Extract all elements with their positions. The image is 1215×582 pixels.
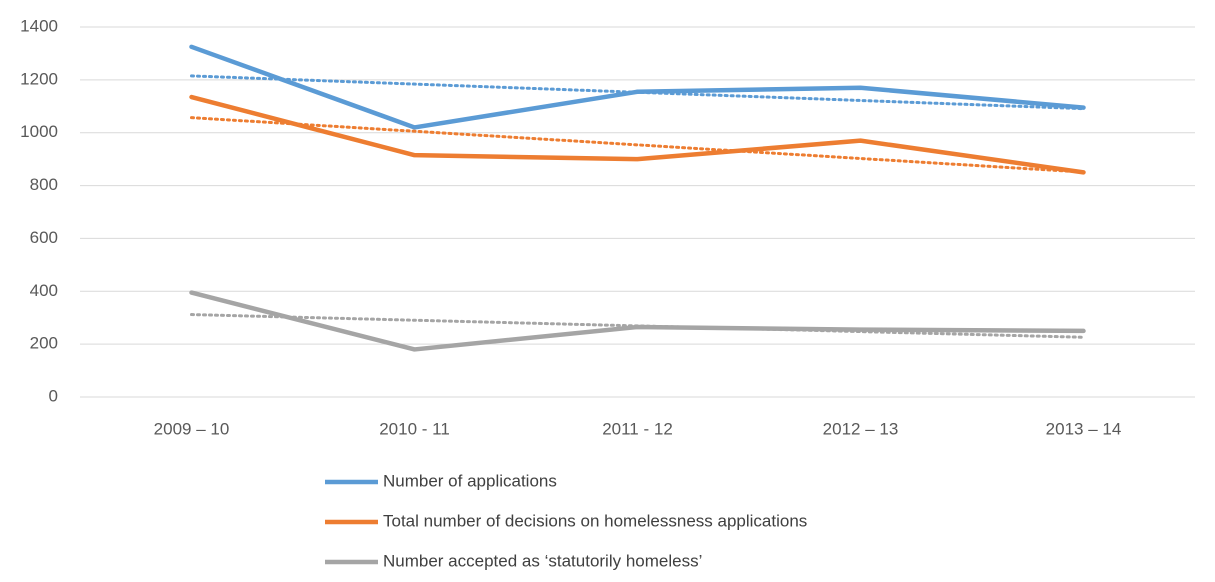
x-tick-label: 2011 - 12 bbox=[602, 419, 673, 438]
y-tick-label: 1400 bbox=[20, 16, 58, 35]
x-tick-label: 2013 – 14 bbox=[1046, 419, 1122, 438]
x-tick-label: 2010 - 11 bbox=[379, 419, 450, 438]
line bbox=[189, 94, 1086, 175]
legend-label: Number of applications bbox=[383, 471, 557, 490]
line bbox=[189, 290, 1086, 352]
y-tick-label: 800 bbox=[30, 175, 58, 194]
x-tick-label: 2012 – 13 bbox=[823, 419, 899, 438]
trendline bbox=[190, 116, 1085, 174]
y-tick-label: 0 bbox=[49, 386, 58, 405]
y-tick-label: 400 bbox=[30, 281, 58, 300]
y-tick-label: 1000 bbox=[20, 122, 58, 141]
line bbox=[189, 44, 1086, 130]
y-tick-label: 1200 bbox=[20, 69, 58, 88]
legend-label: Number accepted as ‘statutorily homeless… bbox=[383, 551, 702, 570]
y-tick-label: 200 bbox=[30, 334, 58, 353]
x-tick-label: 2009 – 10 bbox=[154, 419, 230, 438]
legend-label: Total number of decisions on homelessnes… bbox=[383, 511, 807, 530]
y-tick-label: 600 bbox=[30, 228, 58, 247]
